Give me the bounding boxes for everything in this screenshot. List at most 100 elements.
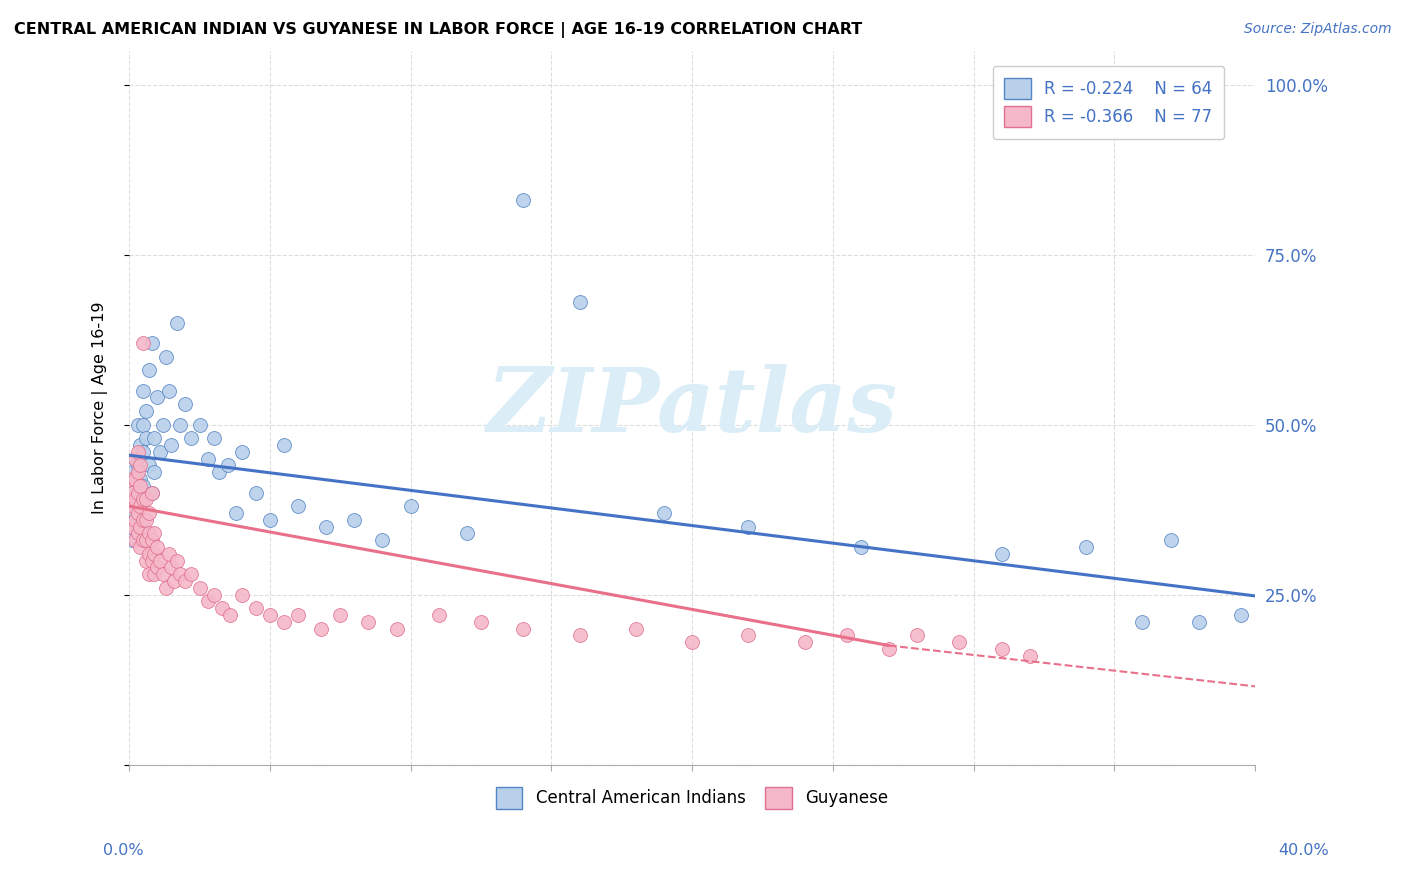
Point bbox=[343, 513, 366, 527]
Point bbox=[124, 451, 146, 466]
Point bbox=[129, 540, 152, 554]
Point bbox=[231, 588, 253, 602]
Point bbox=[129, 458, 152, 473]
Point bbox=[273, 438, 295, 452]
Point bbox=[121, 499, 143, 513]
Point bbox=[135, 513, 157, 527]
Point bbox=[121, 499, 143, 513]
Point bbox=[948, 635, 970, 649]
Point bbox=[135, 553, 157, 567]
Point bbox=[990, 547, 1012, 561]
Point bbox=[127, 444, 149, 458]
Point bbox=[124, 472, 146, 486]
Point bbox=[143, 465, 166, 479]
Point bbox=[160, 438, 183, 452]
Point bbox=[329, 607, 352, 622]
Point bbox=[1160, 533, 1182, 548]
Point bbox=[132, 479, 155, 493]
Point bbox=[385, 622, 408, 636]
Point bbox=[624, 622, 647, 636]
Point bbox=[141, 553, 163, 567]
Point bbox=[149, 553, 172, 567]
Point bbox=[138, 567, 160, 582]
Point bbox=[121, 519, 143, 533]
Point bbox=[427, 607, 450, 622]
Point bbox=[129, 519, 152, 533]
Point bbox=[512, 622, 534, 636]
Point bbox=[371, 533, 394, 548]
Point bbox=[135, 533, 157, 548]
Point bbox=[245, 601, 267, 615]
Point bbox=[143, 431, 166, 445]
Point bbox=[231, 444, 253, 458]
Point bbox=[1074, 540, 1097, 554]
Point bbox=[202, 588, 225, 602]
Point bbox=[129, 499, 152, 513]
Point bbox=[273, 615, 295, 629]
Point bbox=[1188, 615, 1211, 629]
Point bbox=[127, 465, 149, 479]
Point bbox=[124, 506, 146, 520]
Point bbox=[138, 458, 160, 473]
Point bbox=[211, 601, 233, 615]
Point bbox=[163, 574, 186, 588]
Point bbox=[135, 431, 157, 445]
Point bbox=[157, 547, 180, 561]
Point bbox=[129, 472, 152, 486]
Point bbox=[127, 417, 149, 432]
Point bbox=[287, 607, 309, 622]
Point bbox=[132, 513, 155, 527]
Point bbox=[146, 391, 169, 405]
Point bbox=[652, 506, 675, 520]
Text: ZIPatlas: ZIPatlas bbox=[486, 364, 897, 450]
Point bbox=[138, 506, 160, 520]
Point bbox=[132, 417, 155, 432]
Point bbox=[152, 567, 174, 582]
Point bbox=[132, 336, 155, 351]
Point bbox=[157, 384, 180, 398]
Point bbox=[127, 485, 149, 500]
Point bbox=[309, 622, 332, 636]
Point bbox=[121, 485, 143, 500]
Point bbox=[141, 485, 163, 500]
Point bbox=[166, 316, 188, 330]
Point bbox=[217, 458, 239, 473]
Point bbox=[138, 526, 160, 541]
Point bbox=[245, 485, 267, 500]
Point bbox=[202, 431, 225, 445]
Text: 40.0%: 40.0% bbox=[1278, 843, 1329, 858]
Text: 0.0%: 0.0% bbox=[103, 843, 143, 858]
Point bbox=[188, 581, 211, 595]
Point bbox=[737, 519, 759, 533]
Point bbox=[135, 404, 157, 418]
Point bbox=[877, 642, 900, 657]
Text: CENTRAL AMERICAN INDIAN VS GUYANESE IN LABOR FORCE | AGE 16-19 CORRELATION CHART: CENTRAL AMERICAN INDIAN VS GUYANESE IN L… bbox=[14, 22, 862, 38]
Point bbox=[197, 594, 219, 608]
Point bbox=[121, 513, 143, 527]
Point bbox=[129, 438, 152, 452]
Point bbox=[127, 526, 149, 541]
Text: Source: ZipAtlas.com: Source: ZipAtlas.com bbox=[1244, 22, 1392, 37]
Point bbox=[141, 485, 163, 500]
Point bbox=[315, 519, 337, 533]
Point bbox=[149, 444, 172, 458]
Legend: Central American Indians, Guyanese: Central American Indians, Guyanese bbox=[488, 779, 897, 817]
Point bbox=[174, 397, 197, 411]
Point bbox=[132, 384, 155, 398]
Point bbox=[152, 417, 174, 432]
Point bbox=[681, 635, 703, 649]
Point bbox=[180, 431, 202, 445]
Point bbox=[124, 451, 146, 466]
Point bbox=[124, 492, 146, 507]
Point bbox=[141, 533, 163, 548]
Point bbox=[259, 513, 281, 527]
Point bbox=[357, 615, 380, 629]
Point bbox=[155, 350, 177, 364]
Point bbox=[287, 499, 309, 513]
Point bbox=[1230, 607, 1253, 622]
Point bbox=[146, 560, 169, 574]
Point bbox=[132, 492, 155, 507]
Point bbox=[138, 547, 160, 561]
Point bbox=[219, 607, 242, 622]
Point bbox=[121, 533, 143, 548]
